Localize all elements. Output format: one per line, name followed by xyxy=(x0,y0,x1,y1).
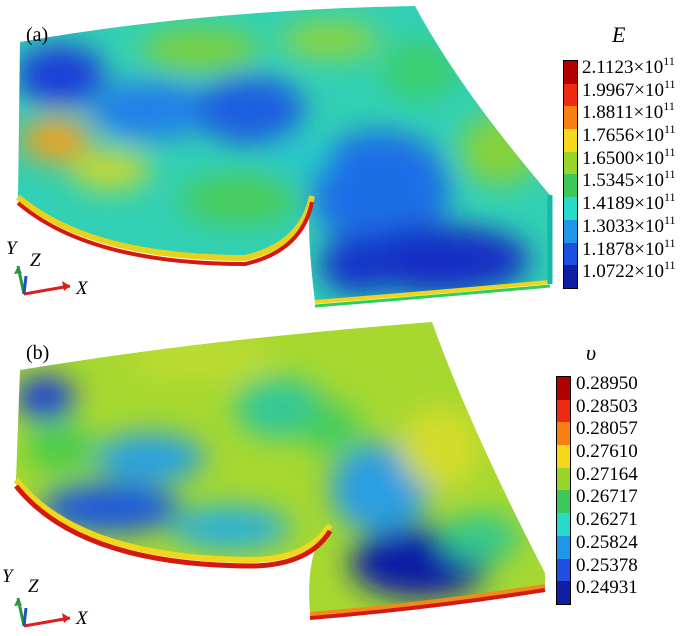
colorbar-ticks-a: 2.1123×1011 1.9967×1011 1.8811×1011 1.76… xyxy=(582,54,676,284)
tick-label: 0.28503 xyxy=(576,395,638,417)
axis-label-y: Y xyxy=(6,238,17,259)
tick-label: 1.8811×1011 xyxy=(582,99,675,124)
tick-label: 1.6500×1011 xyxy=(582,144,676,169)
panel-label-a: (a) xyxy=(26,24,49,46)
colorbar-b xyxy=(556,376,571,605)
tick-label: 0.28950 xyxy=(576,373,638,394)
colorbar-swatch xyxy=(564,174,577,198)
tick-label: 1.3033×1011 xyxy=(582,212,676,237)
tick-label: 0.26717 xyxy=(576,486,638,508)
tick-label: 0.26271 xyxy=(576,509,638,531)
tick-label: 2.1123×1011 xyxy=(582,54,675,78)
tick-label: 0.28057 xyxy=(576,418,638,440)
colorbar-swatch xyxy=(564,219,577,243)
tick-label: 0.27610 xyxy=(576,441,638,463)
tick-label: 1.4189×1011 xyxy=(582,190,676,215)
axis-label-x: X xyxy=(76,278,88,299)
axis-label-x: X xyxy=(76,608,88,629)
tick-label: 1.5345×1011 xyxy=(582,167,676,192)
tick-label: 0.27164 xyxy=(576,463,638,485)
colorbar-swatch xyxy=(564,265,577,288)
tick-label: 0.24931 xyxy=(576,577,638,599)
colorbar-swatch xyxy=(557,558,570,582)
panel-b: (b) Y Z X υ 0.28950 0.28503 0.28057 0.27… xyxy=(0,318,700,636)
colorbar-swatch xyxy=(557,490,570,514)
plate-contour-a xyxy=(16,6,553,308)
panel-a: (a) Y Z X E 2.1123×1011 1.9967×1011 1.88… xyxy=(6,6,676,308)
colorbar-ticks-b: 0.28950 0.28503 0.28057 0.27610 0.27164 … xyxy=(576,373,638,600)
axis-triad-a xyxy=(14,265,71,296)
legend-title-a: E xyxy=(612,22,626,47)
colorbar-swatch xyxy=(557,535,570,559)
axis-triad-b xyxy=(14,597,71,628)
axis-label-z: Z xyxy=(28,576,39,597)
colorbar-swatch xyxy=(557,422,570,446)
colorbar-swatch xyxy=(564,129,577,152)
colorbar-swatch xyxy=(557,445,570,468)
colorbar-a xyxy=(563,60,578,289)
plate-contour-b xyxy=(13,322,546,620)
colorbar-swatch xyxy=(564,106,577,130)
tick-label: 1.9967×1011 xyxy=(582,76,676,101)
colorbar-swatch xyxy=(564,197,577,220)
panel-label-b: (b) xyxy=(26,342,50,364)
colorbar-swatch xyxy=(564,83,577,107)
legend-title-b: υ xyxy=(586,340,597,365)
colorbar-swatch xyxy=(564,151,577,175)
colorbar-swatch xyxy=(564,61,577,84)
colorbar-swatch xyxy=(557,581,570,604)
tick-label: 0.25378 xyxy=(576,554,638,576)
colorbar-swatch xyxy=(557,399,570,423)
tick-label: 1.7656×1011 xyxy=(582,122,676,147)
colorbar-swatch xyxy=(557,377,570,400)
colorbar-swatch xyxy=(557,513,570,536)
tick-label: 1.1878×1011 xyxy=(582,235,676,260)
colorbar-swatch xyxy=(557,467,570,491)
colorbar-swatch xyxy=(564,242,577,266)
axis-label-z: Z xyxy=(30,250,41,271)
tick-label: 1.0722×1011 xyxy=(582,258,676,283)
tick-label: 0.25824 xyxy=(576,531,638,553)
axis-label-y: Y xyxy=(2,566,13,587)
